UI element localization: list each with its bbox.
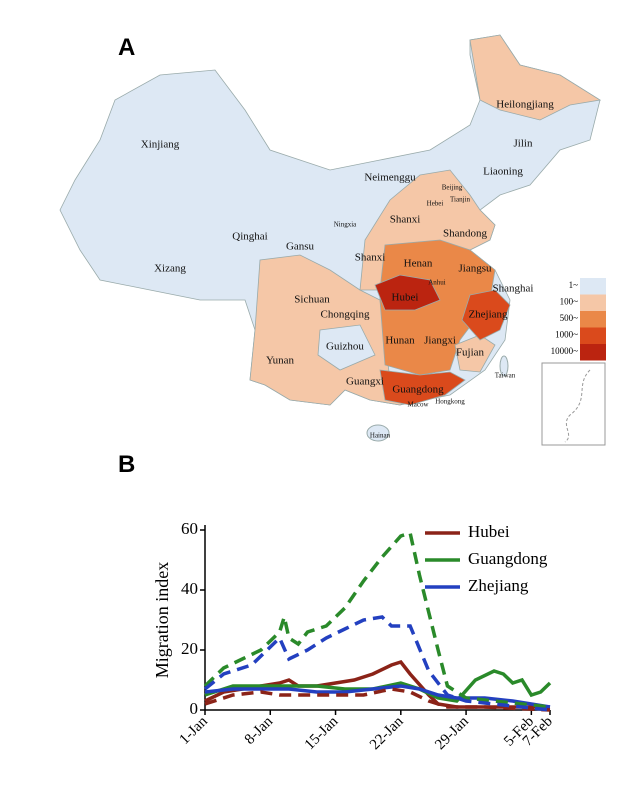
x-tick-label: 29-Jan xyxy=(432,713,472,753)
inset-line xyxy=(564,369,591,443)
series-line xyxy=(203,530,551,709)
legend-label: 1000~ xyxy=(555,330,578,340)
map-label: Hunan xyxy=(385,335,415,347)
region xyxy=(461,289,511,341)
legend-swatch xyxy=(580,294,606,311)
map-label: Sichuan xyxy=(294,294,330,306)
legend-label: 500~ xyxy=(560,313,579,323)
map-label: Neimenggu xyxy=(364,172,416,184)
map-label: Xizang xyxy=(154,263,186,275)
y-tick-label: 40 xyxy=(181,579,198,598)
map-label: Yunan xyxy=(266,355,295,367)
map-label: Guangxi xyxy=(346,376,384,388)
legend-label: Zhejiang xyxy=(468,576,529,595)
map-label: Shandong xyxy=(443,228,488,240)
map-label: Xinjiang xyxy=(141,139,180,151)
map-label: Jiangxi xyxy=(424,335,456,347)
series-line xyxy=(203,615,551,712)
x-tick-label: 15-Jan xyxy=(302,713,342,753)
series-line xyxy=(204,669,552,703)
panel-label: B xyxy=(118,451,135,478)
legend-swatch xyxy=(580,327,606,344)
map-label: Shanghai xyxy=(493,283,534,295)
legend-label: Hubei xyxy=(468,522,510,541)
map-label: Hubei xyxy=(392,292,419,304)
map-label: Qinghai xyxy=(232,231,267,243)
map-label: Tianjin xyxy=(450,196,470,204)
legend-swatch xyxy=(580,311,606,328)
island xyxy=(366,424,390,442)
map-label: Taiwan xyxy=(495,372,516,380)
map-label: Shanxi xyxy=(355,252,386,264)
map-label: Ningxia xyxy=(334,221,357,229)
region xyxy=(317,324,376,371)
legend-label: 1~ xyxy=(569,280,579,290)
island xyxy=(499,355,509,377)
y-axis-label: Migration index xyxy=(152,562,172,678)
map-label: Chongqing xyxy=(321,309,370,321)
legend-label: Guangdong xyxy=(468,549,548,568)
y-tick-label: 0 xyxy=(190,699,199,718)
region xyxy=(469,34,602,121)
legend-label: 10000~ xyxy=(551,346,579,356)
map-label: Hebei xyxy=(427,200,444,208)
region xyxy=(379,369,466,406)
map-label: Hongkong xyxy=(435,398,465,406)
map-label: Jiangsu xyxy=(459,263,493,275)
region xyxy=(374,274,441,311)
legend-swatch xyxy=(580,344,606,361)
map-label: Anhui xyxy=(428,279,446,287)
legend-swatch xyxy=(580,278,606,295)
x-tick-label: 22-Jan xyxy=(367,713,407,753)
map-label: Beijing xyxy=(442,184,463,192)
map-label: Shanxi xyxy=(390,214,421,226)
map: Heilongjiang Jilin Liaoning Xinjiang Neimeng… xyxy=(59,34,606,442)
map-label: Heilongjiang xyxy=(496,99,554,111)
x-tick-label: 8-Jan xyxy=(242,713,277,748)
map-label: Zhejiang xyxy=(468,309,508,321)
inset-box xyxy=(541,362,606,446)
y-tick-label: 60 xyxy=(181,519,198,538)
map-label: Henan xyxy=(404,258,433,270)
y-tick-label: 20 xyxy=(181,639,198,658)
map-label: Fujian xyxy=(456,347,485,359)
map-label: Jilin xyxy=(514,138,533,150)
panel-label: A xyxy=(118,34,135,61)
map-label: Hainan xyxy=(370,432,391,440)
map-label: Liaoning xyxy=(483,166,523,178)
map-label: Gansu xyxy=(286,241,315,253)
region xyxy=(454,334,496,373)
map-label: Guangdong xyxy=(392,384,444,396)
map-label: Guizhou xyxy=(326,341,364,353)
map-label: Macow xyxy=(408,401,430,409)
series-line xyxy=(204,687,551,712)
legend-label: 100~ xyxy=(560,297,579,307)
x-tick-label: 1-Jan xyxy=(177,713,212,748)
